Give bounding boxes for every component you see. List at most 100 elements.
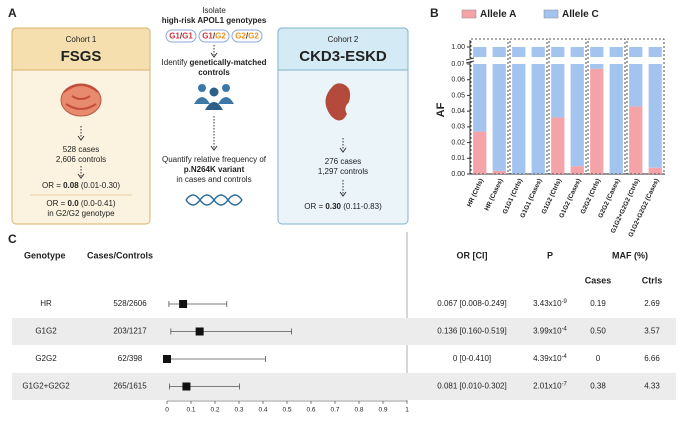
- group-box: [509, 38, 548, 175]
- group-box: [626, 38, 665, 175]
- bar-segment: [531, 64, 545, 174]
- maf-cases: 0.19: [590, 299, 606, 308]
- y-tick-label: 0.05: [451, 92, 465, 99]
- column-header: MAF (%): [612, 250, 648, 260]
- note: in G2/G2 genotype: [47, 209, 115, 218]
- axis-break: [464, 58, 669, 63]
- step: high-risk APOL1 genotypes: [162, 16, 267, 25]
- p-value: 3.99x10-4: [533, 326, 567, 336]
- text: -7: [562, 381, 568, 387]
- column-header: Cases/Controls: [87, 250, 153, 260]
- genotype-pill: [198, 29, 230, 43]
- y-tick-label: 0.06: [451, 77, 465, 84]
- text: 4.39x10: [533, 354, 562, 363]
- column-header: Cases: [585, 275, 612, 285]
- text: 3.99x10: [533, 327, 562, 336]
- text: 0.30: [325, 202, 341, 211]
- arrow-head: [210, 52, 218, 58]
- text: genetically-matched: [190, 58, 267, 67]
- text: OR =: [46, 199, 67, 208]
- bar-segment: [512, 64, 526, 174]
- text: 2.01x10: [533, 382, 562, 391]
- column-header: OR [CI]: [457, 250, 488, 260]
- column-header: P: [547, 250, 553, 260]
- text: (0.01-0.30): [79, 181, 121, 190]
- cohort-title: FSGS: [61, 48, 102, 65]
- x-tick-label: HR (Ctrls): [466, 178, 485, 208]
- genotype-pill-label: G2/G2: [235, 32, 259, 41]
- people-icon: [194, 84, 234, 110]
- y-tick-label: 0.00: [451, 171, 465, 178]
- text: /: [213, 32, 216, 41]
- genotype-pill: [165, 29, 197, 43]
- arrow-head: [339, 147, 347, 153]
- bar-segment: [648, 47, 662, 57]
- bar-segment: [590, 47, 604, 57]
- text: OR =: [42, 181, 63, 190]
- bar-segment: [570, 64, 584, 167]
- y-tick-label: 0.02: [451, 139, 465, 146]
- or-ci: 0.067 [0.008-0.249]: [437, 299, 506, 308]
- y-tick-label: 1.00: [451, 44, 465, 51]
- bar-segment: [473, 64, 487, 132]
- odds-ratio-point: [179, 300, 188, 308]
- x-tick-label: G2G2 (Ctrls): [580, 178, 603, 216]
- bar-segment: [492, 64, 506, 171]
- odds-ratio-point: [163, 355, 171, 363]
- x-tick-label: 0.8: [354, 407, 363, 414]
- cohort-header: [11, 27, 151, 71]
- odds-ratio: OR = 0.0 (0.0-0.41): [46, 199, 115, 208]
- counts: 528/2606: [113, 299, 147, 308]
- arrow-head: [77, 173, 85, 179]
- text: -4: [562, 326, 568, 332]
- text: G1: [182, 32, 193, 41]
- break-mark: [465, 57, 475, 61]
- panel-label: B: [430, 6, 439, 20]
- x-tick-label: 0.6: [306, 407, 315, 414]
- text: 0.08: [63, 181, 79, 190]
- maf-cases: 0.50: [590, 327, 606, 336]
- maf-cases: 0: [596, 354, 601, 363]
- step: p.N264K variant: [184, 165, 245, 174]
- bar-segment: [551, 47, 565, 57]
- x-tick-label: G1G1 (Ctrls): [502, 178, 525, 216]
- counts: 62/398: [118, 354, 143, 363]
- or-ci: 0.136 [0.160-0.519]: [437, 327, 506, 336]
- cases: 276 cases: [325, 157, 361, 166]
- step: in cases and controls: [176, 175, 251, 184]
- genotype-pill-label: G1/G2: [202, 32, 226, 41]
- arrow-head: [77, 135, 85, 141]
- legend-swatch: [543, 9, 559, 19]
- bar-segment: [629, 47, 643, 57]
- text: G2: [248, 32, 259, 41]
- text: OR =: [304, 202, 325, 211]
- step: controls: [198, 68, 230, 77]
- row-band: [12, 373, 676, 400]
- kidney-illustration: [325, 83, 351, 121]
- y-tick-label: 0.07: [451, 61, 465, 68]
- counts: 203/1217: [113, 327, 147, 336]
- genotype: G1G2+G2G2: [22, 382, 70, 391]
- maf-ctrls: 6.66: [644, 354, 660, 363]
- maf-ctrls: 4.33: [644, 382, 660, 391]
- bar-segment: [492, 170, 506, 174]
- odds-ratio-point: [182, 382, 191, 391]
- kidney-illustration: [60, 83, 102, 117]
- controls: 2,606 controls: [56, 155, 106, 164]
- bar-segment: [512, 47, 526, 57]
- genotype: G2G2: [35, 354, 57, 363]
- step: Isolate: [202, 6, 226, 15]
- x-tick-label: 0.3: [234, 407, 243, 414]
- bar-segment: [551, 64, 565, 118]
- x-tick-label: 0.1: [186, 407, 195, 414]
- text: 3.43x10: [533, 299, 562, 308]
- maf-cases: 0.38: [590, 382, 606, 391]
- step: Quantify relative frequency of: [162, 155, 267, 164]
- text: (0.11-0.83): [341, 202, 382, 211]
- arrow-head: [210, 145, 218, 151]
- text: /: [246, 32, 249, 41]
- arrow-head: [339, 191, 347, 197]
- x-tick-label: 0.5: [282, 407, 291, 414]
- genotype: G1G2: [35, 327, 57, 336]
- counts: 265/1615: [113, 382, 147, 391]
